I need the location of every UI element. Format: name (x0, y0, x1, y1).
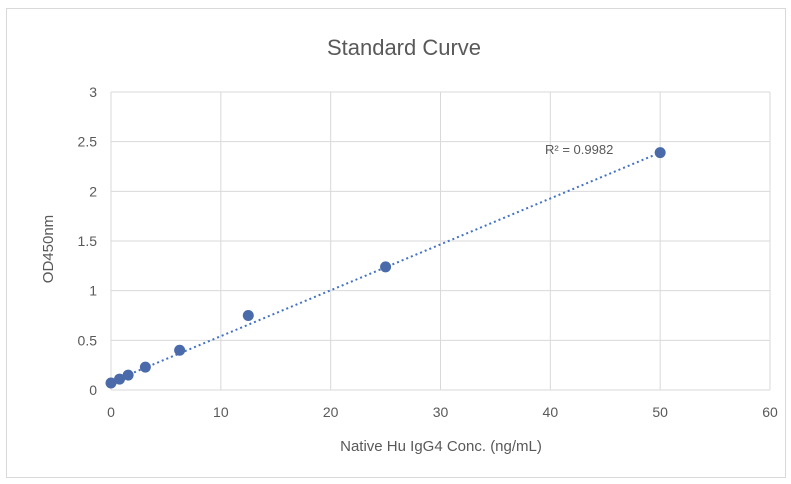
y-tick-label: 1.5 (78, 233, 98, 249)
y-tick-label: 1 (89, 283, 97, 299)
data-point (114, 373, 126, 385)
x-tick-label: 40 (543, 404, 559, 420)
data-point (139, 361, 151, 373)
y-tick-label: 2.5 (78, 134, 98, 150)
grid-layer (110, 91, 771, 391)
data-point (174, 344, 186, 356)
x-tick-label: 50 (652, 404, 668, 420)
x-tick-label: 0 (107, 404, 115, 420)
data-point (242, 310, 254, 321)
y-tick-label: 0 (89, 382, 97, 398)
data-point (654, 147, 666, 159)
y-tick-label: 3 (89, 84, 97, 100)
y-tick-label: 0.5 (78, 332, 98, 348)
x-tick-label: 30 (433, 404, 449, 420)
x-tick-label: 10 (213, 404, 229, 420)
x-tick-label: 60 (762, 404, 778, 420)
x-tick-label: 20 (323, 404, 339, 420)
trendline-layer (110, 151, 661, 383)
data-point (105, 377, 117, 389)
chart-frame: Standard Curve 0 0.5 1 1.5 2 2.5 3 0 10 20 30 40 50… (6, 8, 786, 478)
r-squared-annotation: R² = 0.9982 (545, 142, 613, 157)
y-tick-labels: 0 0.5 1 1.5 2 2.5 3 (78, 84, 98, 398)
x-tick-labels: 0 10 20 30 40 50 60 (107, 404, 778, 420)
y-axis-label: OD450nm (40, 215, 57, 283)
y-tick-label: 2 (89, 183, 97, 199)
x-axis-label: Native Hu IgG4 Conc. (ng/mL) (340, 438, 542, 455)
chart-title: Standard Curve (327, 35, 481, 60)
data-point (380, 261, 392, 273)
chart-svg: Standard Curve 0 0.5 1 1.5 2 2.5 3 0 10 20 30 40 50… (40, 35, 778, 455)
data-point (122, 369, 134, 381)
data-points-layer (105, 147, 666, 389)
trendline (110, 151, 661, 383)
